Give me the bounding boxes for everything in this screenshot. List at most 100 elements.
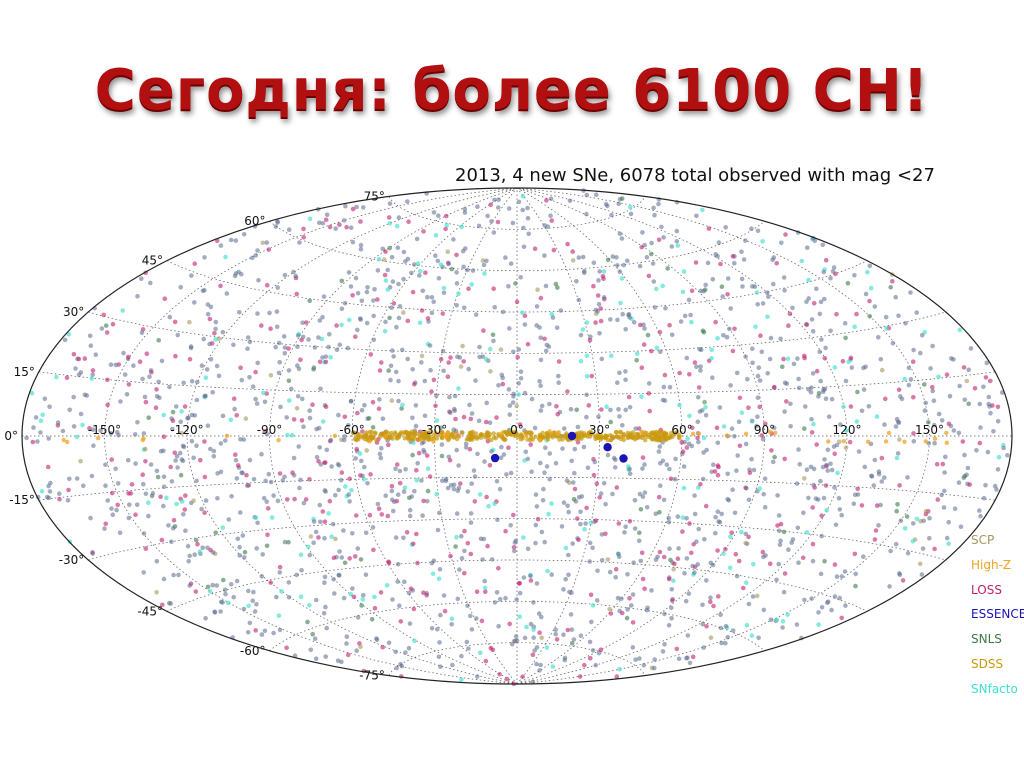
supernova-point bbox=[358, 317, 364, 322]
sdss-point bbox=[417, 432, 423, 437]
supernova-point bbox=[658, 483, 663, 489]
supernova-point bbox=[411, 541, 416, 547]
supernova-point bbox=[390, 348, 395, 353]
supernova-point bbox=[834, 574, 840, 579]
sdss-point bbox=[560, 437, 565, 442]
supernova-point bbox=[507, 326, 512, 331]
supernova-point bbox=[220, 525, 225, 530]
supernova-point bbox=[522, 390, 528, 396]
supernova-point bbox=[729, 530, 734, 535]
supernova-point bbox=[451, 237, 456, 242]
supernova-point bbox=[822, 457, 827, 462]
supernova-point bbox=[689, 425, 695, 431]
supernova-point bbox=[293, 273, 299, 279]
supernova-point bbox=[716, 240, 722, 245]
supernova-point bbox=[464, 639, 470, 645]
supernova-point bbox=[319, 336, 325, 342]
supernova-point bbox=[565, 389, 570, 394]
supernova-point bbox=[522, 635, 528, 641]
supernova-point bbox=[943, 454, 948, 460]
supernova-point bbox=[910, 359, 916, 365]
supernova-point bbox=[278, 404, 283, 410]
supernova-point bbox=[445, 485, 451, 491]
supernova-point bbox=[560, 446, 565, 451]
supernova-point bbox=[658, 349, 663, 355]
supernova-point bbox=[879, 367, 885, 373]
supernova-point bbox=[303, 497, 309, 502]
sdss-point bbox=[410, 437, 415, 443]
sdss-point bbox=[663, 437, 669, 443]
sdss-point bbox=[560, 433, 565, 439]
supernova-point bbox=[788, 401, 793, 407]
supernova-point bbox=[783, 232, 788, 237]
supernova-point bbox=[320, 509, 326, 514]
supernova-point bbox=[327, 332, 332, 337]
supernova-point bbox=[609, 212, 614, 218]
supernova-point bbox=[828, 328, 833, 334]
supernova-point bbox=[698, 482, 703, 487]
supernova-point bbox=[133, 512, 138, 517]
supernova-point bbox=[932, 440, 937, 446]
supernova-point bbox=[239, 470, 244, 475]
supernova-point bbox=[613, 457, 618, 463]
supernova-point bbox=[657, 509, 662, 515]
supernova-point bbox=[254, 546, 259, 551]
supernova-point bbox=[357, 451, 363, 456]
supernova-point bbox=[780, 619, 786, 624]
supernova-point bbox=[596, 650, 602, 656]
supernova-point bbox=[928, 366, 933, 371]
supernova-point bbox=[448, 483, 454, 488]
supernova-point bbox=[715, 336, 720, 341]
supernova-point bbox=[208, 446, 213, 452]
supernova-point bbox=[512, 548, 517, 554]
supernova-point bbox=[212, 610, 218, 615]
supernova-point bbox=[291, 269, 296, 275]
supernova-point bbox=[803, 404, 808, 409]
supernova-point bbox=[372, 594, 377, 600]
supernova-point bbox=[210, 582, 215, 588]
supernova-point bbox=[415, 560, 420, 566]
supernova-point bbox=[625, 258, 630, 264]
supernova-point bbox=[260, 552, 266, 557]
supernova-point bbox=[307, 408, 313, 414]
supernova-point bbox=[669, 616, 674, 621]
supernova-point bbox=[202, 439, 207, 444]
highz-point bbox=[883, 439, 889, 444]
supernova-point bbox=[578, 521, 583, 527]
supernova-point bbox=[535, 287, 540, 293]
supernova-point bbox=[120, 308, 125, 313]
supernova-point bbox=[387, 201, 393, 206]
supernova-point bbox=[358, 644, 363, 649]
supernova-point bbox=[601, 480, 607, 486]
supernova-point bbox=[456, 463, 461, 468]
supernova-point bbox=[680, 515, 686, 520]
supernova-point bbox=[725, 634, 730, 640]
supernova-point bbox=[456, 485, 462, 491]
sdss-point bbox=[613, 430, 619, 435]
supernova-point bbox=[434, 393, 439, 399]
sdss-point bbox=[485, 430, 490, 435]
supernova-point bbox=[542, 336, 547, 342]
highz-point bbox=[773, 430, 778, 436]
supernova-point bbox=[764, 290, 770, 296]
supernova-point bbox=[437, 640, 442, 645]
supernova-point bbox=[702, 399, 707, 405]
supernova-point bbox=[90, 368, 96, 373]
supernova-point bbox=[809, 416, 814, 422]
supernova-point bbox=[267, 310, 272, 316]
supernova-point bbox=[939, 492, 944, 498]
supernova-point bbox=[389, 483, 395, 489]
supernova-point bbox=[714, 425, 720, 431]
supernova-point bbox=[617, 666, 622, 672]
supernova-point bbox=[715, 548, 720, 553]
supernova-point bbox=[244, 483, 250, 488]
supernova-point bbox=[617, 414, 622, 419]
supernova-point bbox=[818, 478, 823, 484]
supernova-point bbox=[695, 419, 701, 425]
supernova-point bbox=[660, 283, 665, 289]
supernova-point bbox=[29, 390, 35, 396]
supernova-point bbox=[316, 425, 322, 431]
supernova-point bbox=[103, 521, 108, 527]
supernova-point bbox=[350, 586, 355, 591]
supernova-point bbox=[515, 355, 520, 360]
